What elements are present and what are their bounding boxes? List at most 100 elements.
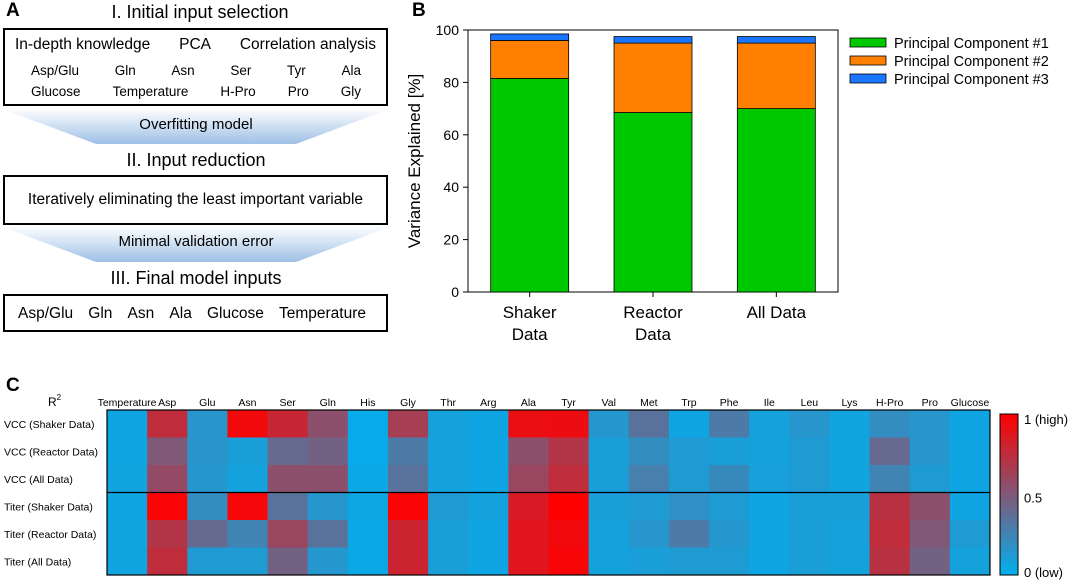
heatmap-column-label: Tyr <box>561 397 576 409</box>
heatmap-cell <box>428 465 469 493</box>
heatmap-column-label: Leu <box>801 397 819 409</box>
heatmap-cell <box>227 547 268 576</box>
heatmap-cell <box>709 492 750 521</box>
heatmap-column-label: His <box>360 397 375 409</box>
heatmap-cell <box>789 465 830 493</box>
heatmap-cell <box>949 520 991 548</box>
heatmap-cell <box>869 465 911 493</box>
heatmap-cell <box>307 547 349 576</box>
heatmap-cell <box>588 465 630 493</box>
heatmap-cell <box>107 492 148 521</box>
heatmap-cell <box>548 465 590 493</box>
final-input-item: Glucose <box>206 305 264 322</box>
bar-segment-pc1 <box>490 78 570 293</box>
heatmap-cell <box>949 437 991 466</box>
colorbar-label: 1 (high) <box>1024 412 1068 427</box>
colorbar-label: 0 (low) <box>1024 565 1063 580</box>
heatmap-cell <box>508 492 549 521</box>
heatmap-cell <box>749 410 790 438</box>
y-axis-label: Variance Explained [%] <box>405 74 424 249</box>
heatmap-cell <box>227 520 268 548</box>
heatmap-cell <box>789 547 830 576</box>
method-pca: PCA <box>179 36 212 53</box>
heatmap-cell <box>147 492 188 521</box>
panel-c-letter: C <box>6 375 20 396</box>
bar-segment-pc1 <box>613 112 693 293</box>
heatmap-cell <box>709 547 750 576</box>
heatmap-cell <box>508 547 549 576</box>
heatmap-cell <box>267 492 309 521</box>
heatmap-cell <box>468 547 509 576</box>
heatmap-cell <box>628 547 670 576</box>
methods-row: In-depth knowledge PCA Correlation analy… <box>15 36 376 54</box>
y-tick-label: 80 <box>443 74 459 90</box>
heatmap-cell <box>668 437 710 466</box>
heatmap-column-label: Temperature <box>98 397 157 409</box>
variable-item: Asn <box>171 63 195 78</box>
heatmap-column-label: Gly <box>400 397 417 409</box>
heatmap-cell <box>749 437 790 466</box>
heatmap-cell <box>307 410 349 438</box>
y-tick-label: 100 <box>436 22 460 38</box>
variable-item: Temperature <box>112 84 189 99</box>
heatmap-cell <box>227 465 268 493</box>
variance-bar-chart: 0 20 40 60 80 100 Variance Explained [%] Shaker… <box>405 22 1049 344</box>
heatmap-column-label: Glucose <box>951 397 990 409</box>
input-reduction-box: Iteratively eliminating the least import… <box>3 175 388 225</box>
overfitting-label: Overfitting model <box>139 116 253 133</box>
heatmap-cell <box>949 547 991 576</box>
heatmap-cell <box>588 520 630 548</box>
heatmap-column-label: Gln <box>320 397 337 409</box>
heatmap-cell <box>227 437 268 466</box>
heatmap-cell <box>347 547 389 576</box>
heatmap-cell <box>387 492 429 521</box>
heatmap-cell <box>307 437 349 466</box>
heatmap-cell <box>428 547 469 576</box>
heatmap-cell <box>387 465 429 493</box>
heatmap-cell <box>789 492 830 521</box>
final-input-item: Ala <box>169 305 192 322</box>
heatmap-cell <box>107 520 148 548</box>
heatmap-cell <box>829 547 870 576</box>
heatmap-cell <box>829 492 870 521</box>
heatmap-cell <box>749 465 790 493</box>
heatmap-cell <box>548 410 590 438</box>
heatmap-cell <box>107 465 148 493</box>
heatmap-cell <box>387 410 429 438</box>
heatmap-cell <box>588 547 630 576</box>
heatmap-cell <box>789 520 830 548</box>
bar-segment-pc3 <box>613 36 693 44</box>
heatmap-cell <box>428 437 469 466</box>
heatmap-cell <box>468 437 509 466</box>
heatmap-cell <box>668 492 710 521</box>
heatmap-row-label: VCC (Reactor Data) <box>4 446 98 458</box>
heatmap-column-label: Thr <box>440 397 456 409</box>
method-in-depth-knowledge: In-depth knowledge <box>15 36 151 53</box>
heatmap-cell <box>187 492 228 521</box>
heatmap-cell <box>187 547 228 576</box>
heatmap-cell <box>588 437 630 466</box>
heatmap-cell <box>267 410 309 438</box>
variable-item: Tyr <box>287 63 306 78</box>
heatmap-cell <box>428 492 469 521</box>
heatmap-cell <box>267 437 309 466</box>
heatmap-cell <box>628 410 670 438</box>
x-tick-label: Data <box>635 325 671 344</box>
heatmap-column-label: Arg <box>480 397 497 409</box>
heatmap-cell <box>267 520 309 548</box>
heatmap-cell <box>347 520 389 548</box>
heatmap-cell <box>869 410 911 438</box>
heatmap-cell <box>628 492 670 521</box>
variable-item: Asp/Glu <box>31 63 80 78</box>
heatmap-cell <box>869 520 911 548</box>
validation-chevron <box>0 226 392 262</box>
bar-segment-pc3 <box>736 36 816 44</box>
heatmap-cell <box>829 520 870 548</box>
heatmap-cell <box>508 437 549 466</box>
bar-segment-pc1 <box>736 108 816 293</box>
r2-corner-label: R2 <box>48 393 62 409</box>
heatmap-cell <box>227 492 268 521</box>
heatmap-column-label: Ile <box>764 397 775 409</box>
heatmap-cell <box>347 410 389 438</box>
heatmap-row-label: VCC (Shaker Data) <box>4 419 94 431</box>
